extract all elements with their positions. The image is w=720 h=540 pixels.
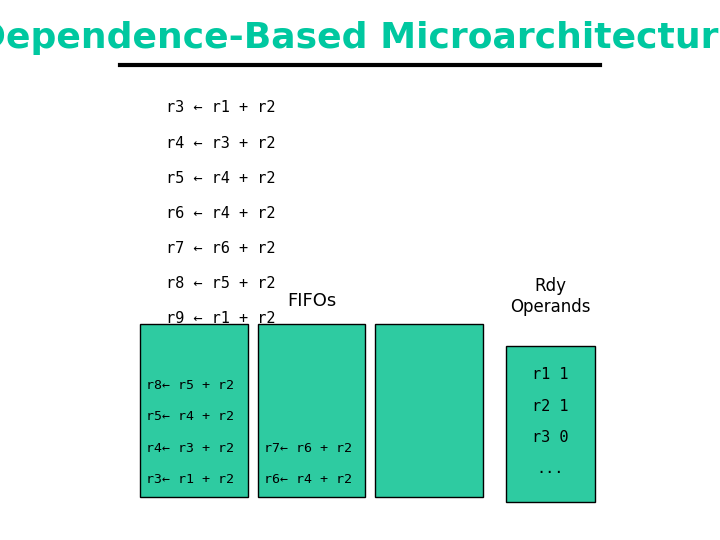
Text: r6 ← r4 + r2: r6 ← r4 + r2 xyxy=(166,206,275,221)
Text: r4← r3 + r2: r4← r3 + r2 xyxy=(146,442,235,455)
Text: r1 1: r1 1 xyxy=(532,367,569,382)
Text: Rdy
Operands: Rdy Operands xyxy=(510,277,590,316)
Text: Dependence-Based Microarchitecture: Dependence-Based Microarchitecture xyxy=(0,21,720,55)
Text: r2 1: r2 1 xyxy=(532,399,569,414)
Text: FIFOs: FIFOs xyxy=(287,293,336,310)
Text: ...: ... xyxy=(536,461,564,476)
Text: r5← r4 + r2: r5← r4 + r2 xyxy=(146,410,235,423)
Text: r8← r5 + r2: r8← r5 + r2 xyxy=(146,379,235,392)
Text: r8 ← r5 + r2: r8 ← r5 + r2 xyxy=(166,276,275,291)
FancyBboxPatch shape xyxy=(140,324,248,497)
FancyBboxPatch shape xyxy=(505,346,595,502)
Text: r7 ← r6 + r2: r7 ← r6 + r2 xyxy=(166,241,275,256)
Text: r4 ← r3 + r2: r4 ← r3 + r2 xyxy=(166,136,275,151)
FancyBboxPatch shape xyxy=(258,324,365,497)
Text: r3← r1 + r2: r3← r1 + r2 xyxy=(146,473,235,486)
Text: r3 ← r1 + r2: r3 ← r1 + r2 xyxy=(166,100,275,116)
Text: r9 ← r1 + r2: r9 ← r1 + r2 xyxy=(166,311,275,326)
Text: r3 0: r3 0 xyxy=(532,430,569,445)
Text: r6← r4 + r2: r6← r4 + r2 xyxy=(264,473,352,486)
Text: r5 ← r4 + r2: r5 ← r4 + r2 xyxy=(166,171,275,186)
Text: r7← r6 + r2: r7← r6 + r2 xyxy=(264,442,352,455)
FancyBboxPatch shape xyxy=(375,324,482,497)
